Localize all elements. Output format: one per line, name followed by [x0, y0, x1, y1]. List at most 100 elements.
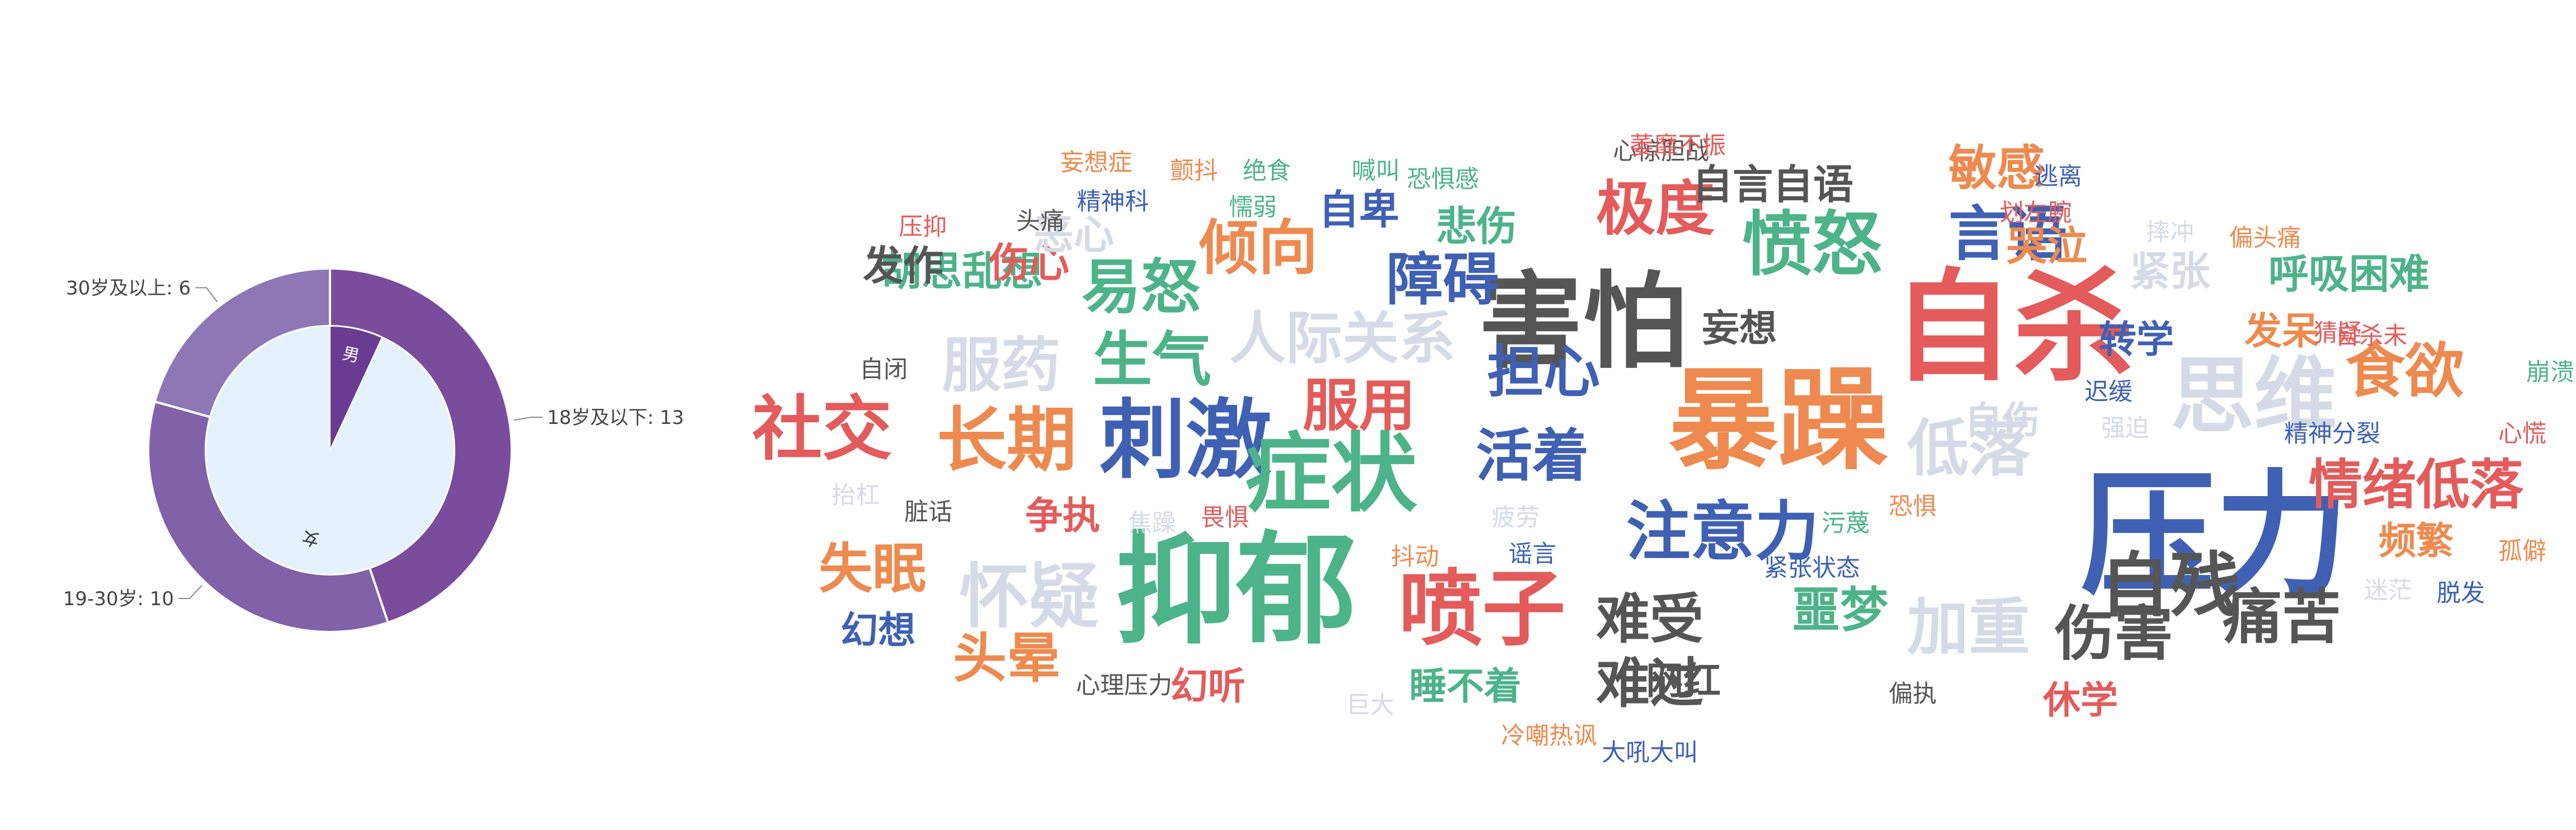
word-迟缓[interactable]: 迟缓: [2084, 378, 2132, 406]
word-谣言[interactable]: 谣言: [1508, 540, 1556, 568]
word-巨大[interactable]: 巨大: [1346, 691, 1394, 719]
word-发作[interactable]: 发作: [863, 242, 943, 289]
word-紧张状态[interactable]: 紧张状态: [1764, 554, 1860, 582]
word-心慌[interactable]: 心慌: [2498, 420, 2546, 448]
word-偏头痛[interactable]: 偏头痛: [2229, 224, 2301, 252]
word-崩溃[interactable]: 崩溃: [2526, 359, 2574, 386]
word-失眠[interactable]: 失眠: [819, 537, 926, 600]
word-伤心[interactable]: 伤心: [988, 239, 1069, 286]
word-大吼大叫[interactable]: 大吼大叫: [1602, 739, 1698, 767]
word-发呆[interactable]: 发呆: [2244, 309, 2319, 353]
word-强迫[interactable]: 强迫: [2101, 414, 2149, 442]
word-划左腕[interactable]: 划左腕: [2000, 199, 2072, 227]
word-喷子[interactable]: 喷子: [1399, 561, 1565, 658]
word-痛苦[interactable]: 痛苦: [2223, 583, 2341, 652]
word-担心[interactable]: 担心: [1487, 339, 1600, 405]
word-生气[interactable]: 生气: [1093, 326, 1211, 394]
word-情绪低落[interactable]: 情绪低落: [2309, 454, 2524, 516]
word-自闭[interactable]: 自闭: [860, 356, 908, 384]
word-抖动[interactable]: 抖动: [1391, 543, 1439, 571]
word-难受[interactable]: 难受: [1596, 588, 1704, 650]
word-活着[interactable]: 活着: [1476, 423, 1589, 489]
word-频繁[interactable]: 频繁: [2379, 519, 2454, 563]
word-懦弱[interactable]: 懦弱: [1229, 194, 1277, 221]
word-悲伤[interactable]: 悲伤: [1436, 203, 1517, 250]
word-脱发[interactable]: 脱发: [2437, 579, 2485, 607]
word-转学[interactable]: 转学: [2099, 318, 2174, 361]
word-伤害[interactable]: 伤害: [2054, 600, 2173, 668]
word-噩梦[interactable]: 噩梦: [1792, 582, 1888, 638]
word-绝食[interactable]: 绝食: [1243, 157, 1291, 185]
word-孤僻[interactable]: 孤僻: [2498, 537, 2546, 565]
word-注意力[interactable]: 注意力: [1626, 494, 1819, 569]
word-障碍[interactable]: 障碍: [1386, 247, 1499, 313]
word-抬杠[interactable]: 抬杠: [832, 482, 880, 510]
word-休学[interactable]: 休学: [2042, 678, 2118, 722]
word-服药[interactable]: 服药: [942, 331, 1060, 400]
word-心理压力[interactable]: 心理压力: [1076, 672, 1172, 700]
word-争执[interactable]: 争执: [1025, 494, 1100, 537]
slice-female[interactable]: [205, 325, 455, 575]
word-自伤[interactable]: 自伤: [1965, 399, 2040, 442]
word-幻听[interactable]: 幻听: [1171, 664, 1245, 708]
word-网红[interactable]: 网红: [1646, 659, 1721, 702]
word-思维[interactable]: 思维: [2171, 348, 2337, 445]
word-妄想症[interactable]: 妄想症: [1060, 149, 1133, 177]
word-抑郁[interactable]: 抑郁: [1115, 520, 1357, 661]
word-脏话[interactable]: 脏话: [904, 498, 952, 526]
word-低落[interactable]: 低落: [1907, 413, 2031, 484]
word-刺激[interactable]: 刺激: [1100, 390, 1272, 491]
word-社交[interactable]: 社交: [752, 389, 892, 470]
word-压力[interactable]: 压力: [2080, 457, 2349, 614]
word-哭泣[interactable]: 哭泣: [2007, 223, 2087, 270]
word-头晕[interactable]: 头晕: [953, 627, 1060, 690]
word-冷嘲热讽[interactable]: 冷嘲热讽: [1501, 722, 1597, 750]
word-精神科[interactable]: 精神科: [1077, 188, 1149, 216]
word-幻想[interactable]: 幻想: [841, 609, 916, 652]
word-心惊胆战[interactable]: 心惊胆战: [1613, 138, 1709, 166]
word-萎靡不振[interactable]: 萎靡不振: [1630, 132, 1726, 160]
word-人际关系[interactable]: 人际关系: [1229, 305, 1455, 371]
word-头痛[interactable]: 头痛: [1016, 208, 1064, 235]
word-自杀未[interactable]: 自杀未: [2336, 322, 2408, 350]
word-焦躁[interactable]: 焦躁: [1128, 510, 1176, 537]
word-喊叫[interactable]: 喊叫: [1352, 157, 1400, 185]
word-自卑[interactable]: 自卑: [1319, 186, 1399, 233]
word-疲劳[interactable]: 疲劳: [1492, 504, 1540, 532]
word-胡思乱想[interactable]: 胡思乱想: [881, 248, 1042, 295]
word-服用[interactable]: 服用: [1303, 372, 1416, 438]
word-加重[interactable]: 加重: [1907, 592, 2030, 663]
word-自残[interactable]: 自残: [2100, 545, 2240, 626]
word-愤怒[interactable]: 愤怒: [1742, 204, 1882, 285]
word-猜疑[interactable]: 猜疑: [2314, 319, 2362, 347]
word-难过[interactable]: 难过: [1596, 652, 1704, 715]
word-暴躁[interactable]: 暴躁: [1668, 357, 1889, 485]
word-紧张[interactable]: 紧张: [2130, 248, 2210, 295]
word-敏感[interactable]: 敏感: [1948, 140, 2045, 196]
word-言语[interactable]: 言语: [1948, 200, 2067, 268]
word-易怒[interactable]: 易怒: [1082, 253, 1200, 322]
word-污蔑[interactable]: 污蔑: [1822, 510, 1870, 537]
word-极度[interactable]: 极度: [1596, 175, 1715, 243]
word-自言自语[interactable]: 自言自语: [1692, 161, 1853, 208]
word-颤抖[interactable]: 颤抖: [1170, 157, 1218, 185]
word-自杀[interactable]: 自杀: [1893, 257, 2134, 398]
word-长期[interactable]: 长期: [937, 400, 1077, 481]
word-畏惧[interactable]: 畏惧: [1201, 504, 1249, 532]
word-怀疑[interactable]: 怀疑: [959, 557, 1099, 638]
word-症状[interactable]: 症状: [1245, 424, 1418, 524]
word-害怕[interactable]: 害怕: [1478, 261, 1687, 383]
word-逃离[interactable]: 逃离: [2034, 163, 2082, 191]
word-迷茫[interactable]: 迷茫: [2364, 577, 2412, 605]
word-偏执[interactable]: 偏执: [1889, 680, 1937, 708]
word-精神分裂[interactable]: 精神分裂: [2284, 420, 2380, 448]
word-睡不着[interactable]: 睡不着: [1409, 664, 1522, 708]
word-恶心[interactable]: 恶心: [1034, 211, 1114, 258]
word-压抑[interactable]: 压抑: [899, 213, 947, 241]
word-摔冲[interactable]: 摔冲: [2146, 219, 2194, 247]
word-恐惧感[interactable]: 恐惧感: [1407, 166, 1479, 194]
word-倾向[interactable]: 倾向: [1199, 214, 1318, 282]
word-恐惧[interactable]: 恐惧: [1889, 493, 1937, 521]
word-食欲[interactable]: 食欲: [2346, 337, 2464, 405]
word-呼吸困难[interactable]: 呼吸困难: [2268, 251, 2429, 298]
